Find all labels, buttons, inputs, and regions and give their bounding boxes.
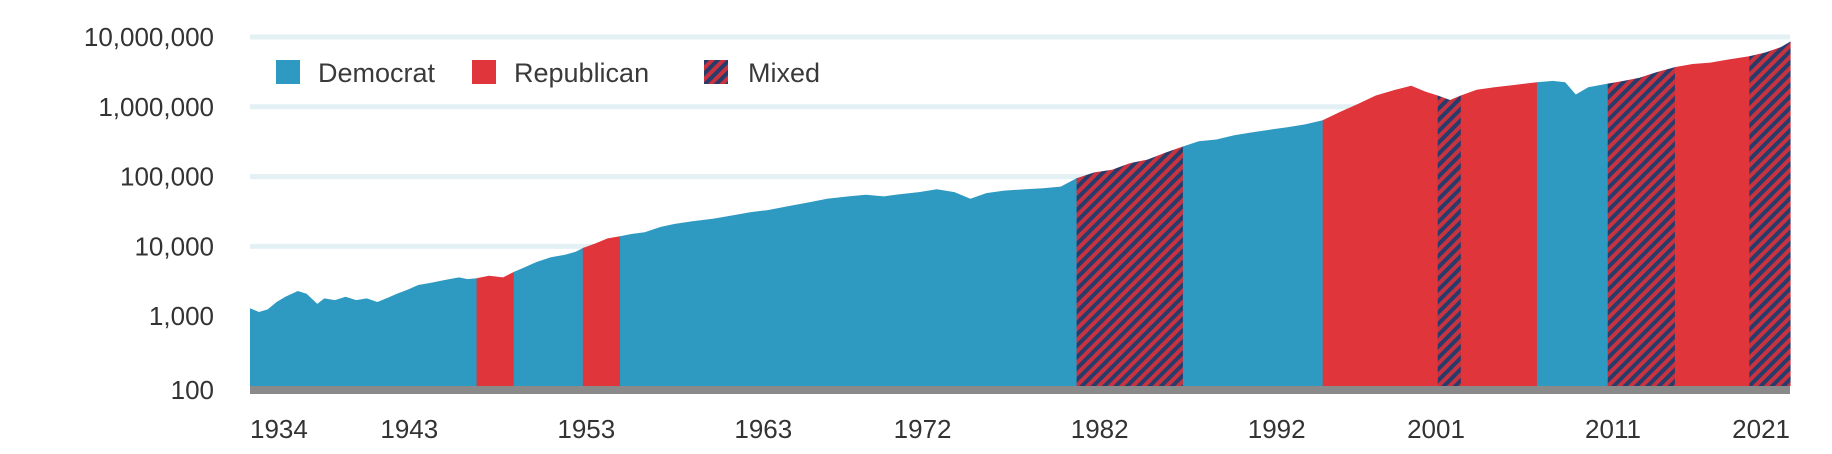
legend-label-republican: Republican [514,58,649,88]
period-8-mixed [1437,35,1462,386]
legend-label-democrat: Democrat [318,58,436,88]
x-tick-label-1982: 1982 [1071,414,1129,444]
x-tick-label-2001: 2001 [1407,414,1465,444]
x-tick-label-1963: 1963 [734,414,792,444]
period-7-republican [1322,35,1439,386]
period-5-mixed [1076,35,1184,386]
period-4-democrat [620,35,1078,386]
period-13-mixed [1749,35,1791,386]
legend-item-mixed: Mixed [704,58,820,88]
legend-swatch-mixed [704,60,728,84]
party-areas [250,35,1791,386]
y-tick-label-1000000: 1,000,000 [98,92,214,122]
legend-swatch-republican [472,60,496,84]
y-tick-label-100: 100 [171,375,214,405]
period-10-democrat [1536,35,1609,386]
x-tick-label-1972: 1972 [894,414,952,444]
y-tick-label-10000: 10,000 [134,231,214,261]
x-tick-label-2011: 2011 [1585,414,1641,444]
legend-item-democrat: Democrat [276,58,436,88]
period-11-mixed [1607,35,1676,386]
y-tick-label-1000: 1,000 [149,301,214,331]
x-tick-label-1992: 1992 [1248,414,1306,444]
y-axis-tick-labels: 100 1,000 10,000 100,000 1,000,000 10,000,000 [84,22,214,405]
legend-label-mixed: Mixed [748,58,820,88]
x-axis-baseline [250,386,1790,394]
period-6-democrat [1182,35,1324,386]
x-tick-label-2021: 2021 [1732,414,1790,444]
x-tick-label-1953: 1953 [557,414,615,444]
x-tick-label-1934: 1934 [250,414,308,444]
period-12-republican [1674,35,1750,386]
y-tick-label-100000: 100,000 [120,162,214,192]
legend-swatch-democrat [276,60,300,84]
period-9-republican [1460,35,1538,386]
x-tick-label-1943: 1943 [380,414,438,444]
legend-item-republican: Republican [472,58,649,88]
y-tick-label-10000000: 10,000,000 [84,22,214,52]
x-axis-tick-labels: 1934 1943 1953 1963 1972 1982 1992 2001 2011 2021 [250,414,1790,444]
period-1-republican [476,35,515,386]
legend: Democrat Republican Mixed [276,58,820,88]
